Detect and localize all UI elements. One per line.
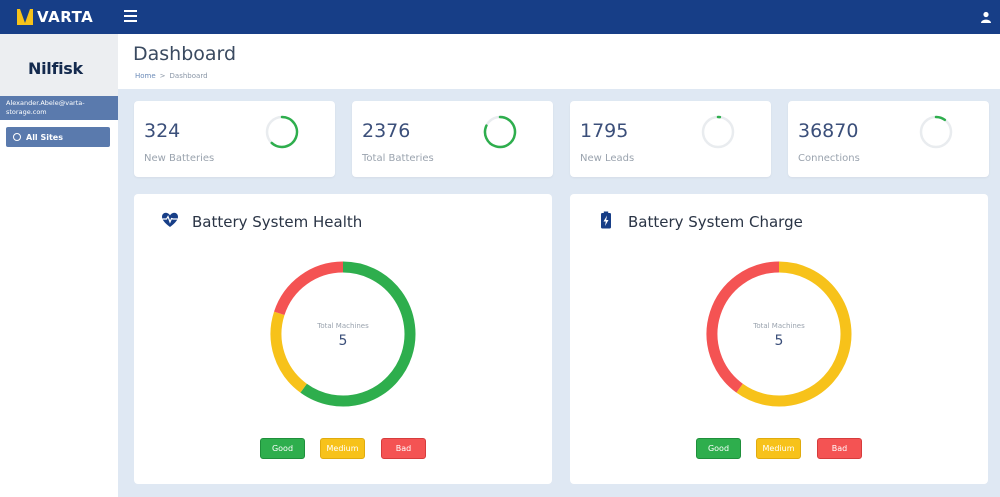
panel-title: Battery System Health: [192, 213, 363, 231]
heart-pulse-icon: [162, 212, 178, 227]
donut-segment-medium: [736, 261, 852, 407]
medium-filter-button[interactable]: Medium: [320, 438, 365, 459]
breadcrumb-home[interactable]: Home: [135, 72, 156, 80]
page-title: Dashboard: [133, 43, 237, 65]
logo-text: VARTA: [37, 8, 94, 26]
user-email: Alexander.Abele@varta-storage.com: [0, 96, 118, 120]
stat-card-connections: 36870 Connections: [788, 101, 989, 177]
progress-ring: [701, 115, 735, 149]
donut-segment-bad: [706, 261, 780, 393]
medium-filter-button[interactable]: Medium: [756, 438, 801, 459]
varta-logo-mark-icon: [17, 9, 33, 25]
stat-label: New Batteries: [144, 153, 215, 164]
brand-area: Nilfisk: [0, 34, 118, 96]
battery-charging-icon: [601, 211, 611, 229]
good-filter-button[interactable]: Good: [260, 438, 305, 459]
bad-filter-button[interactable]: Bad: [381, 438, 426, 459]
brand-logo: Nilfisk: [28, 59, 83, 78]
top-navbar: VARTA: [0, 0, 1000, 34]
all-sites-button[interactable]: All Sites: [6, 127, 110, 147]
stat-card-new-leads: 1795 New Leads: [570, 101, 771, 177]
stat-label: New Leads: [580, 153, 635, 164]
stat-label: Total Batteries: [362, 153, 434, 164]
progress-ring: [265, 115, 299, 149]
progress-ring-fill: [270, 115, 299, 149]
globe-icon: [13, 133, 21, 141]
donut-segment-medium: [270, 311, 307, 393]
bad-filter-button[interactable]: Bad: [817, 438, 862, 459]
stat-value: 324: [144, 120, 181, 142]
good-filter-button[interactable]: Good: [696, 438, 741, 459]
breadcrumb-separator: >: [159, 72, 166, 80]
varta-logo[interactable]: VARTA: [17, 9, 93, 25]
panel-title: Battery System Charge: [628, 213, 803, 231]
progress-ring-track: [919, 115, 953, 149]
donut-segment-bad: [274, 261, 344, 316]
donut-center-label: Total Machines: [317, 322, 369, 330]
stat-card-new-batteries: 324 New Batteries: [134, 101, 335, 177]
user-icon[interactable]: [980, 11, 992, 23]
progress-ring-fill: [934, 115, 947, 122]
stat-value: 2376: [362, 120, 411, 142]
donut-center-value: 5: [774, 333, 784, 349]
progress-ring: [919, 115, 953, 149]
stat-label: Connections: [798, 153, 860, 164]
panel-battery-system-charge: Battery System Charge Total Machines 5 G…: [570, 194, 988, 484]
donut-center-value: 5: [338, 333, 348, 349]
stat-value: 36870: [798, 120, 859, 142]
stat-value: 1795: [580, 120, 629, 142]
breadcrumb: Home > Dashboard: [135, 72, 208, 80]
all-sites-label: All Sites: [26, 132, 63, 142]
sidebar: Nilfisk Alexander.Abele@varta-storage.co…: [0, 34, 118, 497]
page-header: Dashboard Home > Dashboard: [118, 34, 1000, 89]
donut-chart: [706, 261, 852, 407]
donut-chart: [270, 261, 416, 407]
donut-segment-good: [300, 261, 416, 407]
panel-battery-system-health: Battery System Health Total Machines 5 G…: [134, 194, 552, 484]
menu-icon[interactable]: [124, 9, 137, 23]
progress-ring: [483, 115, 517, 149]
progress-ring-fill: [483, 115, 517, 149]
stat-card-total-batteries: 2376 Total Batteries: [352, 101, 553, 177]
progress-ring-track: [701, 115, 735, 149]
donut-center-label: Total Machines: [753, 322, 805, 330]
breadcrumb-current: Dashboard: [169, 72, 208, 80]
